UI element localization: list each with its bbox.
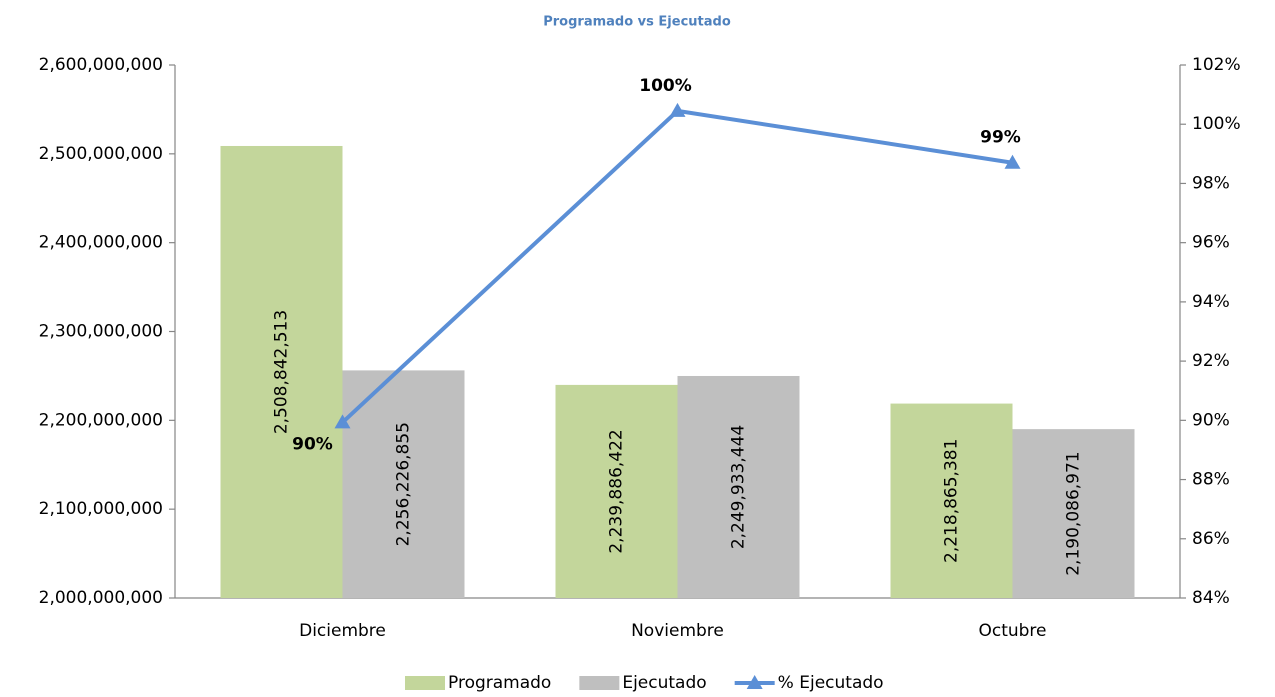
y2-tick-label: 84% — [1192, 588, 1230, 608]
y-tick-label: 2,500,000,000 — [39, 144, 163, 164]
legend-label: % Ejecutado — [778, 673, 884, 693]
y2-tick-label: 102% — [1192, 55, 1241, 75]
y-tick-label: 2,600,000,000 — [39, 55, 163, 75]
y2-tick-label: 100% — [1192, 114, 1241, 134]
line-marker — [1004, 154, 1021, 169]
legend-swatch — [405, 676, 445, 690]
bar — [1012, 429, 1135, 598]
y-tick-label: 2,200,000,000 — [39, 410, 163, 430]
y2-tick-label: 90% — [1192, 410, 1230, 430]
line-value-label: 99% — [980, 128, 1021, 148]
bar — [220, 145, 343, 598]
y2-tick-label: 98% — [1192, 173, 1230, 193]
line-value-label: 100% — [639, 76, 692, 96]
bar-value-label: 2,239,886,422 — [607, 429, 627, 553]
y-tick-label: 2,100,000,000 — [39, 499, 163, 519]
legend-label: Ejecutado — [622, 673, 706, 693]
x-tick-label: Octubre — [978, 621, 1046, 641]
bar — [677, 375, 800, 598]
x-tick-label: Diciembre — [299, 621, 386, 641]
legend-swatch — [579, 676, 620, 690]
y2-tick-label: 96% — [1192, 233, 1230, 253]
line-value-label: 90% — [292, 434, 333, 454]
y2-tick-label: 88% — [1192, 470, 1230, 490]
chart-title: Programado vs Ejecutado — [543, 15, 731, 30]
bar-value-label: 2,508,842,513 — [272, 310, 292, 434]
y2-tick-label: 86% — [1192, 529, 1230, 549]
line-marker — [334, 414, 351, 429]
bar-value-label: 2,249,933,444 — [729, 425, 749, 549]
y-tick-label: 2,400,000,000 — [39, 233, 163, 253]
bar-value-label: 2,256,226,855 — [394, 422, 414, 546]
y2-tick-label: 94% — [1192, 292, 1230, 312]
bar — [890, 403, 1013, 598]
bar — [342, 370, 465, 598]
y-tick-label: 2,000,000,000 — [39, 588, 163, 608]
x-tick-label: Noviembre — [631, 621, 724, 641]
bar-value-label: 2,190,086,971 — [1064, 451, 1084, 575]
bar-value-label: 2,218,865,381 — [942, 439, 962, 563]
legend-label: Programado — [448, 673, 551, 693]
bar — [555, 384, 678, 598]
y2-tick-label: 92% — [1192, 351, 1230, 371]
legend-swatch — [746, 675, 763, 689]
y-tick-label: 2,300,000,000 — [39, 322, 163, 342]
line-marker — [669, 102, 686, 117]
